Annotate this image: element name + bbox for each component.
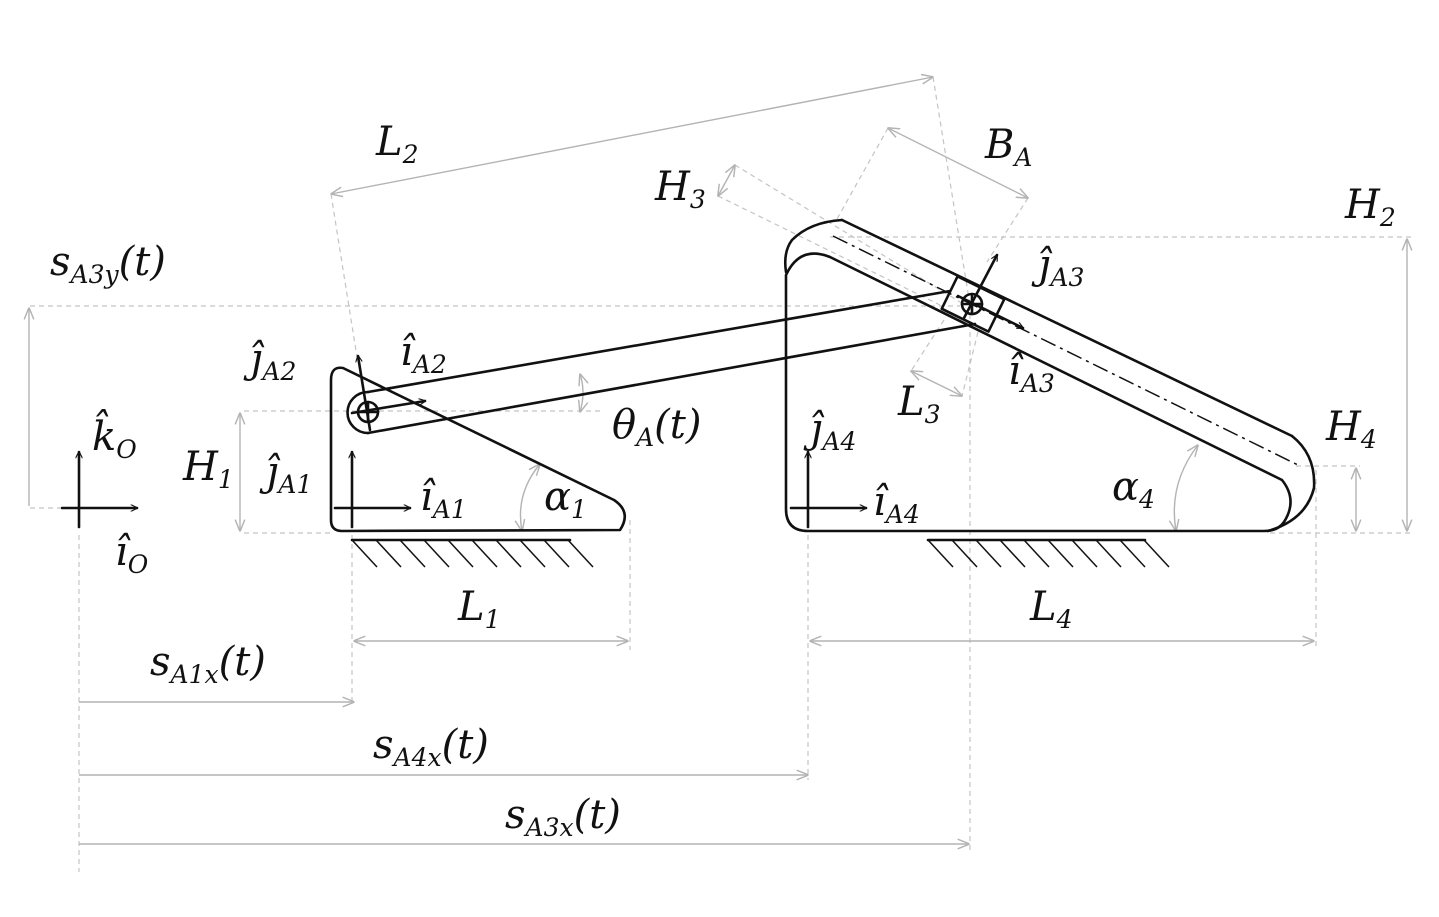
label-iA2: îA2: [400, 329, 447, 379]
label-jA1: ĵA1: [259, 449, 312, 499]
ground-hatch-right: [926, 538, 1170, 568]
dim-L3: [911, 371, 962, 396]
label-iO: îO: [115, 529, 148, 579]
label-jA2: ĵA2: [243, 336, 296, 386]
dim-H3: [718, 165, 735, 196]
label-sA3y: sA3y(t): [50, 239, 166, 289]
dim-alpha1: [520, 464, 540, 531]
frame-O: [60, 450, 139, 529]
label-L4: L4: [1029, 584, 1072, 634]
label-sA4x: sA4x(t): [373, 722, 489, 772]
extension-lines: [30, 76, 1412, 872]
frame-A4: [789, 450, 868, 529]
body-A2: [346, 289, 977, 435]
frame-A2: [350, 354, 427, 432]
label-thetaA: θA(t): [612, 402, 701, 452]
label-H2: H2: [1344, 182, 1396, 232]
label-H1: H1: [182, 444, 234, 494]
label-alpha1: α1: [544, 474, 587, 524]
label-sA3x: sA3x(t): [505, 792, 621, 842]
label-sA1x: sA1x(t): [150, 639, 266, 689]
label-iA3: îA3: [1008, 348, 1055, 398]
dimension-lines: [29, 77, 1407, 844]
label-L1: L1: [457, 584, 500, 634]
body-A1: [329, 366, 627, 533]
label-iA4: îA4: [873, 479, 920, 529]
label-H4: H4: [1325, 404, 1377, 454]
dim-theta: [580, 374, 583, 412]
body-A4: [784, 252, 1292, 533]
ground-hatch-left: [350, 538, 594, 568]
label-kO: k̂O: [92, 410, 137, 464]
frame-A1: [333, 450, 412, 529]
label-L2: L2: [375, 119, 418, 169]
body-A3: [783, 218, 1316, 533]
label-H3: H3: [654, 164, 706, 214]
dim-L2: [331, 77, 933, 194]
label-jA4: ĵA4: [803, 406, 856, 456]
label-BA: BA: [984, 122, 1032, 172]
dim-BA: [888, 128, 1028, 198]
label-iA1: îA1: [420, 474, 467, 524]
label-alpha4: α4: [1112, 464, 1155, 514]
dim-alpha4: [1174, 445, 1198, 531]
frame-A3: [956, 255, 1023, 330]
label-jA3: ĵA3: [1031, 242, 1084, 292]
label-L3: L3: [897, 379, 940, 429]
